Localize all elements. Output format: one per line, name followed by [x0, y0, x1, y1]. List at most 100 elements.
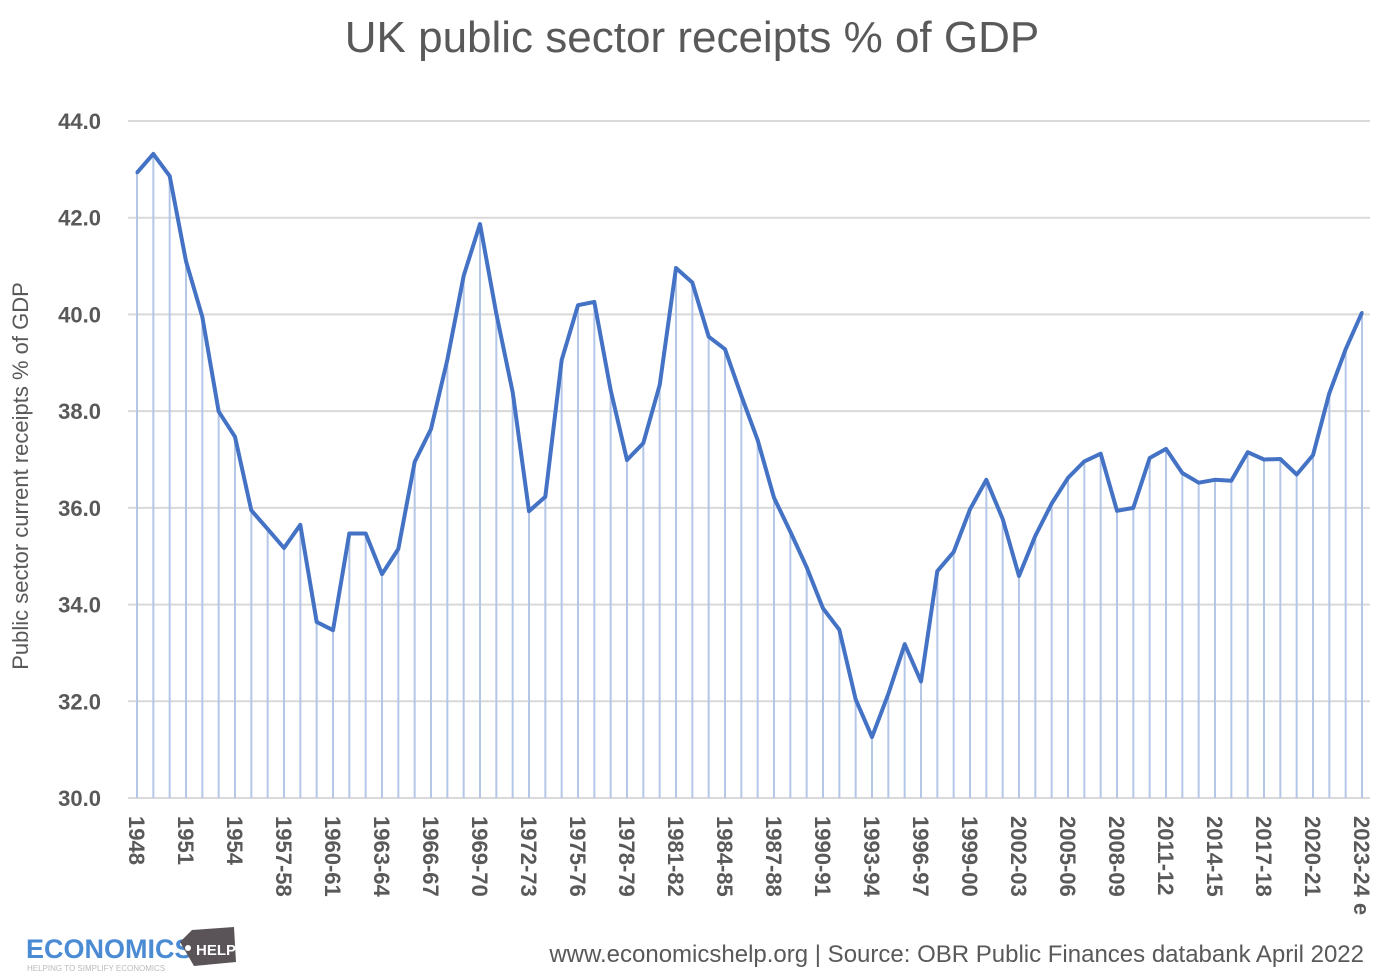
- x-tick-label: 1960-61: [320, 816, 345, 897]
- data-point: [1001, 517, 1005, 521]
- data-point: [1327, 391, 1331, 395]
- data-point: [805, 565, 809, 569]
- x-tick-label: 1981-82: [663, 816, 688, 897]
- economics-help-logo[interactable]: ECONOMICS HELP HELPING TO SIMPLIFY ECONO…: [26, 927, 236, 972]
- data-point: [1246, 450, 1250, 454]
- y-tick-label: 34.0: [58, 593, 101, 618]
- data-point: [1295, 472, 1299, 476]
- x-tick-label: 1969-70: [467, 816, 492, 897]
- data-point: [723, 347, 727, 351]
- data-point: [919, 679, 923, 683]
- data-points: [135, 152, 1364, 739]
- data-point: [1148, 456, 1152, 460]
- y-tick-label: 44.0: [58, 109, 101, 134]
- data-point: [380, 572, 384, 576]
- data-point: [1082, 459, 1086, 463]
- x-axis-ticks: 1948 1951 1954 1957-58 1960-61 1963-64 1966-67…: [124, 816, 1374, 915]
- data-point: [233, 435, 237, 439]
- data-point: [788, 530, 792, 534]
- data-point: [1131, 506, 1135, 510]
- x-tick-label: 1972-73: [516, 816, 541, 897]
- logo-tagline: HELPING TO SIMPLIFY ECONOMICS: [27, 964, 165, 972]
- data-point: [756, 438, 760, 442]
- data-point: [560, 358, 564, 362]
- data-point: [1115, 509, 1119, 513]
- x-tick-label: 2011-12: [1153, 816, 1178, 896]
- data-point: [478, 222, 482, 226]
- x-tick-label: 1948: [124, 816, 149, 865]
- data-point: [396, 547, 400, 551]
- data-point: [429, 427, 433, 431]
- data-point: [217, 410, 221, 414]
- drop-lines: [136, 153, 1363, 798]
- data-point: [1180, 471, 1184, 475]
- data-point: [184, 259, 188, 263]
- x-tick-label: 2017-18: [1251, 816, 1276, 897]
- data-point: [151, 152, 155, 156]
- y-axis-ticks: 30.0 32.0 34.0 36.0 38.0 40.0 42.0 44.0: [58, 109, 101, 811]
- data-point: [968, 507, 972, 511]
- x-tick-label: 1963-64: [369, 816, 394, 898]
- data-point: [1066, 476, 1070, 480]
- y-tick-label: 32.0: [58, 689, 101, 714]
- data-point: [772, 496, 776, 500]
- data-point: [903, 642, 907, 646]
- x-tick-label: 1978-79: [614, 816, 639, 897]
- x-tick-label: 1966-67: [418, 816, 443, 897]
- x-tick-label: 1993-94: [859, 816, 884, 898]
- logo-tag-shape: [180, 927, 236, 966]
- x-tick-label: 1957-58: [271, 816, 296, 897]
- data-point: [282, 546, 286, 550]
- data-point: [886, 692, 890, 696]
- y-tick-label: 36.0: [58, 496, 101, 521]
- x-tick-label: 1996-97: [908, 816, 933, 897]
- data-point: [1344, 347, 1348, 351]
- data-point: [315, 620, 319, 624]
- x-tick-label: 1951: [173, 816, 198, 865]
- data-point: [1099, 452, 1103, 456]
- y-tick-label: 40.0: [58, 302, 101, 327]
- data-point: [1197, 481, 1201, 485]
- chart-title: UK public sector receipts % of GDP: [345, 13, 1039, 62]
- data-point: [952, 550, 956, 554]
- logo-word: ECONOMICS: [26, 934, 193, 964]
- data-point: [511, 390, 515, 394]
- x-tick-label: 1987-88: [761, 816, 786, 897]
- data-point: [609, 388, 613, 392]
- data-point: [984, 478, 988, 482]
- x-tick-label: 1954: [222, 816, 247, 866]
- data-point: [413, 460, 417, 464]
- x-tick-label: 2020-21: [1300, 816, 1325, 897]
- data-point: [462, 274, 466, 278]
- y-tick-label: 38.0: [58, 399, 101, 424]
- data-point: [1050, 502, 1054, 506]
- data-point: [200, 315, 204, 319]
- data-point: [1017, 574, 1021, 578]
- logo-tag: HELP: [196, 942, 236, 959]
- x-tick-label: 2008-09: [1104, 816, 1129, 897]
- data-point: [543, 495, 547, 499]
- x-tick-label: 1984-85: [712, 816, 737, 897]
- data-point: [445, 358, 449, 362]
- x-tick-label: 2014-15: [1202, 816, 1227, 897]
- data-point: [1229, 479, 1233, 483]
- data-point: [1262, 458, 1266, 461]
- data-point: [527, 509, 531, 513]
- series-line: [135, 151, 1364, 740]
- data-point: [854, 697, 858, 701]
- data-point: [347, 531, 351, 535]
- data-point: [1278, 457, 1282, 461]
- x-tick-label: 2005-06: [1055, 816, 1080, 897]
- data-point: [658, 383, 662, 387]
- x-tick-label: 2002-03: [1006, 816, 1031, 897]
- data-point: [1033, 534, 1037, 538]
- data-point: [576, 303, 580, 307]
- data-point: [592, 300, 596, 304]
- logo-tag-hole: [185, 945, 191, 951]
- data-point: [494, 311, 498, 315]
- data-point: [837, 628, 841, 632]
- data-point: [331, 628, 335, 632]
- y-tick-label: 42.0: [58, 206, 101, 231]
- x-tick-label: 1990-91: [810, 816, 835, 897]
